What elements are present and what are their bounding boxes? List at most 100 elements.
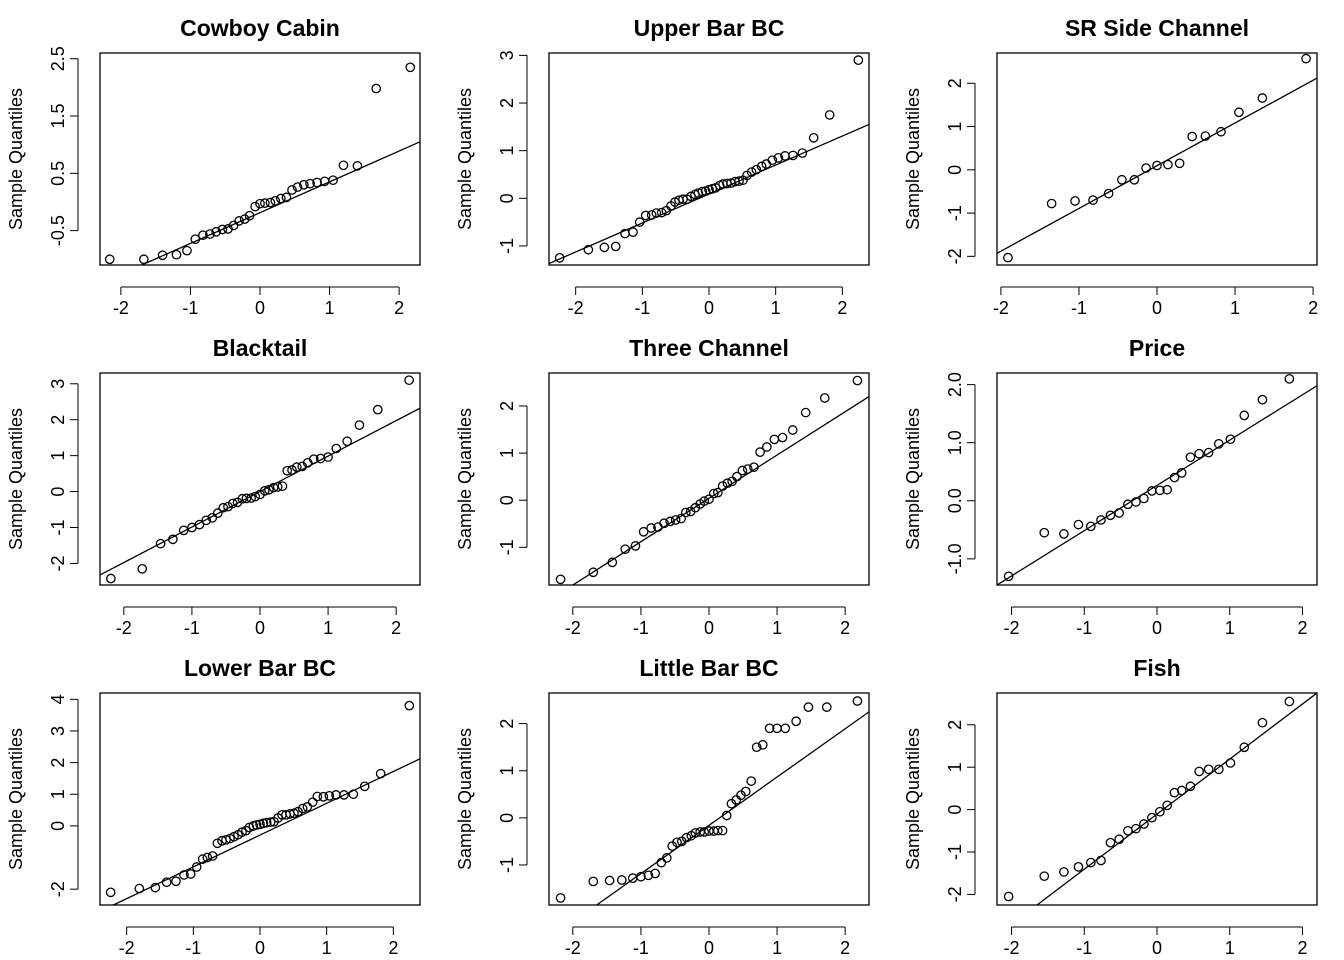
qq-reference-line [1036, 693, 1317, 905]
qq-panel: Cowboy Cabin -2 -1 0 1 2 -0.5 0.5 1.5 2.5 Sample Q… [6, 15, 421, 318]
data-point [308, 454, 319, 465]
data-point [185, 869, 196, 879]
data-point [1114, 508, 1125, 518]
y-axis-label: Sample Quantiles [903, 728, 923, 870]
x-tick-label: 0 [704, 298, 714, 318]
data-point [1117, 174, 1127, 185]
y-tick-label: 2 [497, 719, 517, 729]
data-point [627, 873, 638, 883]
data-point [555, 574, 566, 585]
data-point [583, 244, 594, 255]
y-tick-label: -1 [497, 238, 517, 254]
data-point [250, 201, 260, 212]
data-point [352, 161, 363, 171]
y-tick-label: 1 [48, 789, 68, 799]
x-tick-label: -1 [182, 298, 198, 318]
data-point [307, 797, 318, 808]
data-point [1131, 823, 1141, 834]
data-point [755, 447, 765, 457]
data-point [241, 493, 252, 504]
y-tick-label: -1 [497, 857, 517, 873]
data-point [241, 825, 251, 836]
qq-reference-line [596, 711, 869, 905]
data-point [640, 210, 651, 221]
x-tick-label: -1 [1071, 298, 1087, 318]
x-tick-label: -1 [633, 938, 649, 958]
data-point [155, 538, 166, 549]
data-point [276, 193, 286, 204]
data-point [1185, 781, 1196, 792]
data-point [1234, 107, 1244, 118]
y-tick-label: -0.5 [48, 215, 68, 246]
data-point [824, 110, 835, 120]
data-point [106, 573, 116, 584]
panel-title: Cowboy Cabin [180, 15, 340, 41]
x-tick-label: 1 [1230, 298, 1240, 318]
y-tick-label: -1 [497, 539, 517, 555]
data-point [717, 825, 728, 836]
y-tick-label: 1 [48, 451, 68, 461]
x-tick-label: 0 [1152, 938, 1162, 958]
data-point [697, 186, 708, 197]
y-tick-label: -2 [48, 881, 68, 897]
x-tick-label: -1 [185, 938, 201, 958]
data-point [157, 250, 168, 261]
data-point [1257, 93, 1268, 103]
data-point [1003, 252, 1013, 263]
data-point [291, 462, 302, 472]
data-point [788, 150, 798, 161]
data-point [773, 152, 784, 163]
data-point [1046, 198, 1057, 209]
y-tick-label: 1 [945, 762, 965, 772]
data-point [819, 393, 830, 403]
data-point [1169, 787, 1180, 798]
y-axis-label: Sample Quantiles [6, 728, 26, 870]
data-point [756, 161, 767, 172]
data-point [638, 526, 649, 537]
x-tick-label: -1 [1076, 938, 1092, 958]
x-tick-label: 1 [772, 618, 782, 638]
data-point [780, 723, 791, 734]
data-point [1152, 160, 1162, 171]
data-point [251, 820, 262, 830]
data-point [198, 230, 208, 241]
y-tick-label: -1 [48, 520, 68, 536]
data-point [264, 484, 274, 495]
data-point [1301, 53, 1311, 64]
data-point [628, 227, 638, 237]
data-point [178, 525, 189, 536]
data-point [1105, 837, 1116, 848]
data-point [359, 781, 370, 792]
x-tick-label: 1 [1225, 618, 1235, 638]
data-point [258, 818, 269, 829]
data-point [767, 155, 778, 166]
data-point [762, 442, 772, 452]
data-point [1284, 696, 1295, 707]
data-point [1200, 131, 1211, 141]
data-point [1155, 485, 1165, 496]
data-point [218, 502, 229, 513]
data-point [808, 132, 819, 143]
data-point [1225, 758, 1236, 768]
y-tick-label: 2 [945, 78, 965, 88]
data-point [757, 739, 768, 750]
y-tick-label: 4 [48, 694, 68, 704]
y-tick-label: 3 [48, 379, 68, 389]
data-point [138, 254, 149, 265]
data-point [282, 465, 293, 476]
data-point [161, 877, 172, 888]
data-point [339, 790, 349, 800]
data-point [246, 493, 256, 503]
data-point [105, 887, 116, 898]
x-tick-label: 0 [1152, 298, 1162, 318]
data-point [734, 176, 744, 187]
x-tick-label: 2 [388, 938, 398, 958]
data-point [1059, 867, 1069, 877]
y-tick-label: 0 [945, 805, 965, 815]
x-tick-label: -2 [568, 298, 584, 318]
data-point [1085, 857, 1096, 868]
data-point [171, 249, 182, 260]
data-point [255, 198, 265, 209]
data-point [250, 491, 261, 502]
data-point [261, 817, 272, 828]
